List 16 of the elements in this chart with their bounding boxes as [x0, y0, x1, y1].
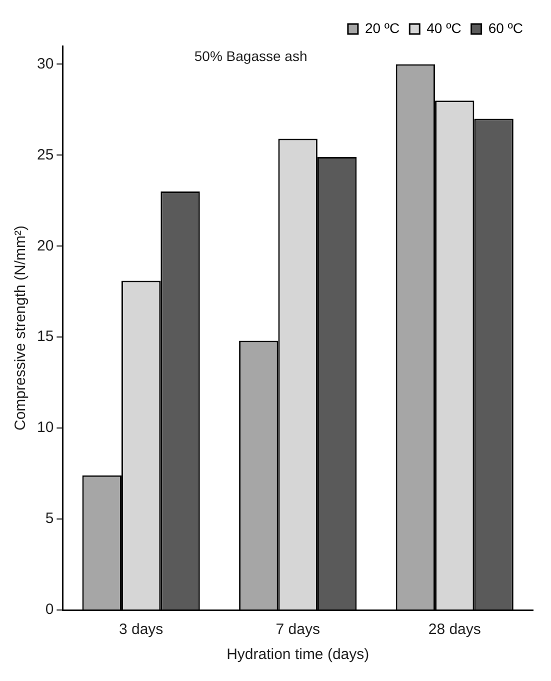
- y-tick-label: 15: [36, 328, 54, 346]
- x-tick-label: 3 days: [118, 621, 164, 638]
- legend-label: 60 ºC: [488, 20, 523, 36]
- annotation: 50% Bagasse ash: [194, 48, 308, 64]
- x-axis-title: Hydration time (days): [226, 646, 370, 664]
- y-tick-label: 20: [36, 237, 54, 254]
- y-tick-label: 10: [36, 419, 54, 436]
- y-tick-label: 25: [36, 146, 54, 164]
- x-tick-label: 7 days: [276, 621, 320, 638]
- y-axis-title: Compressive strength (N/mm²): [12, 225, 30, 431]
- legend-label: 40 ºC: [426, 20, 462, 36]
- legend-label: 20 ºC: [364, 20, 400, 36]
- y-tick-label: 5: [45, 510, 54, 528]
- y-tick-label: 0: [45, 601, 54, 618]
- x-tick-label: 28 days: [428, 621, 481, 638]
- y-tick-label: 30: [36, 55, 54, 72]
